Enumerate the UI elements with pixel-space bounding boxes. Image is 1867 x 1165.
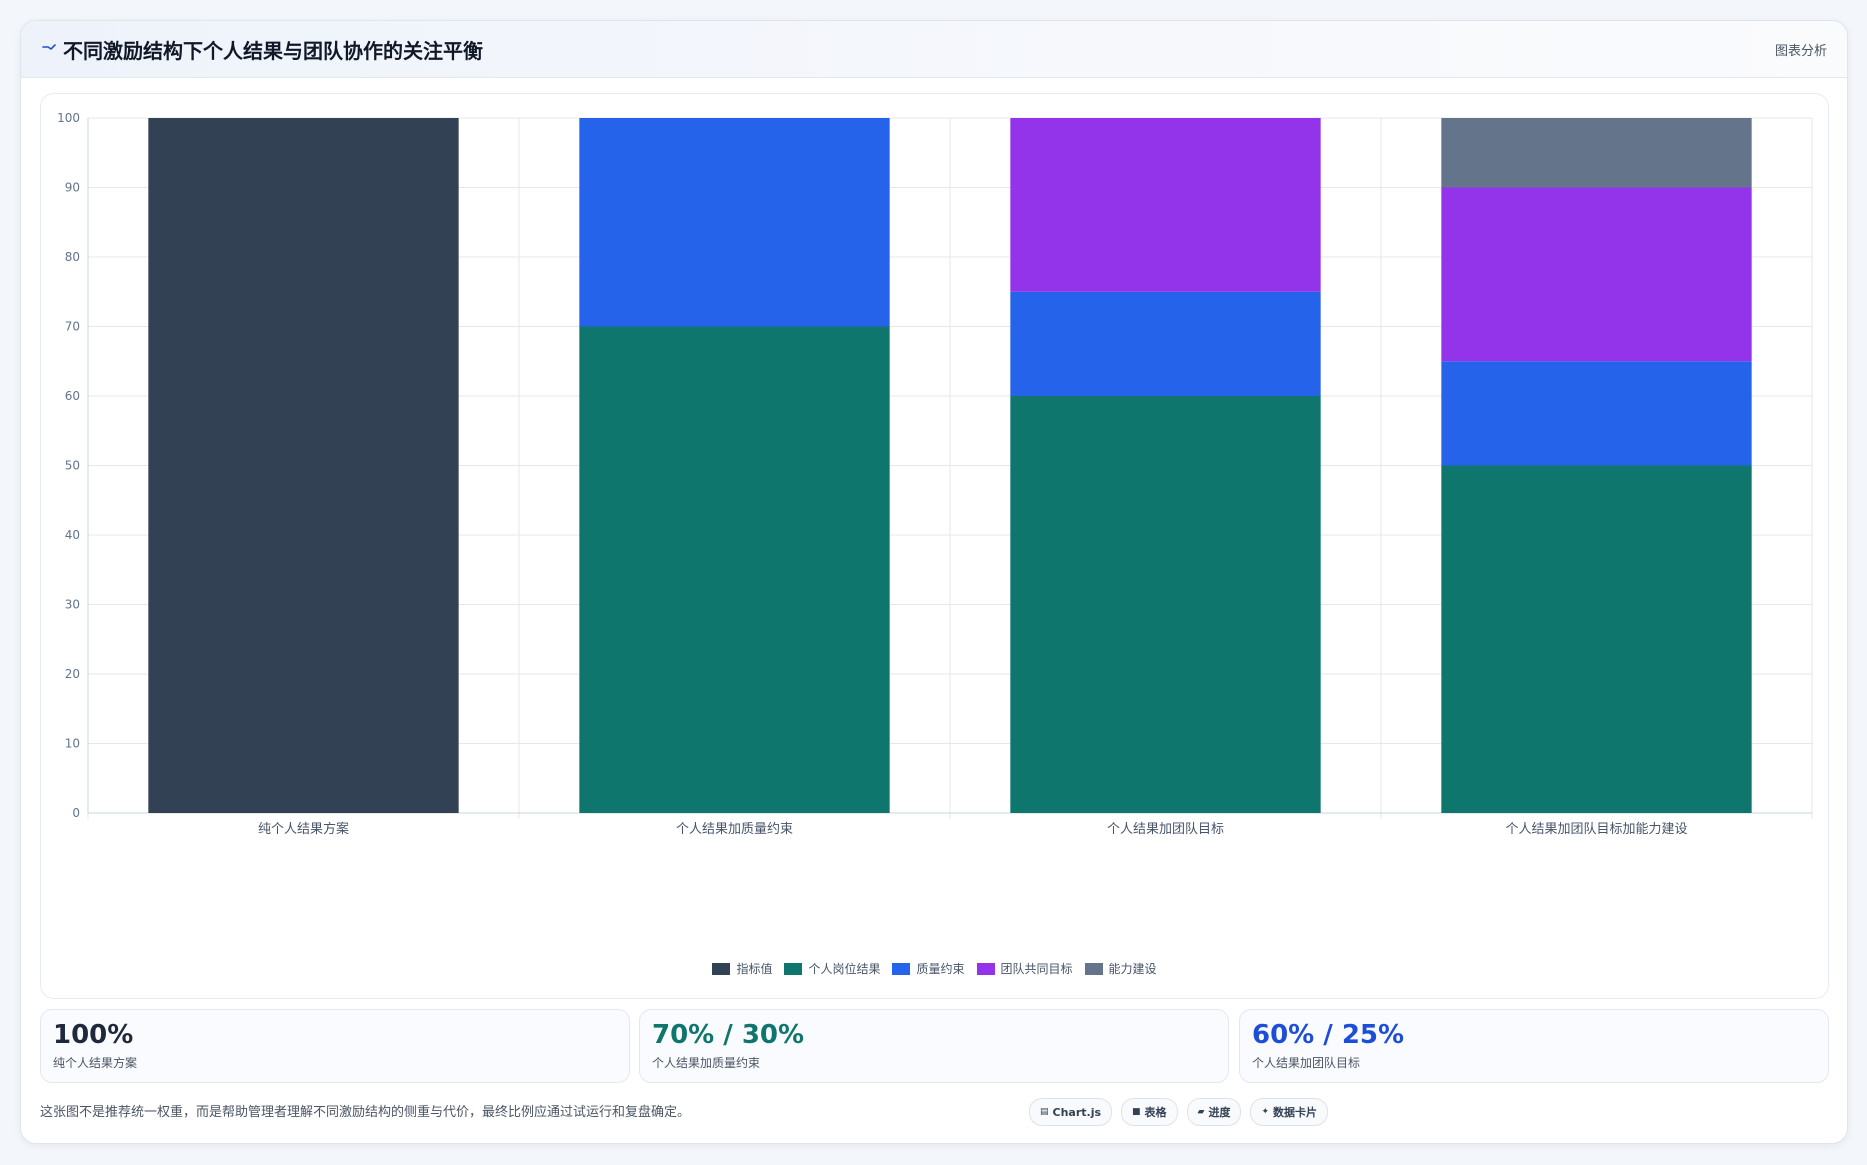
legend-label: 指标值	[736, 962, 773, 976]
chip-chartjs[interactable]: ▤ Chart.js	[1029, 1098, 1113, 1126]
legend-label: 个人岗位结果	[808, 962, 881, 976]
y-tick-label: 0	[72, 806, 80, 820]
chart-card: 不同激励结构下个人结果与团队协作的关注平衡 图表分析 0 10 20 30 40 50 60…	[20, 20, 1848, 1144]
legend-swatch	[976, 962, 995, 975]
table-icon: ■	[1132, 1107, 1141, 1117]
bar-segment	[1441, 361, 1752, 466]
y-tick-label: 10	[65, 737, 80, 751]
legend-swatch	[784, 962, 803, 975]
x-tick-label: 个人结果加团队目标加能力建设	[1505, 822, 1687, 837]
stat-card-team-goal: 60% / 25% 个人结果加团队目标	[1239, 1009, 1829, 1083]
legend-swatch	[892, 962, 911, 975]
chip-label: Chart.js	[1052, 1105, 1102, 1119]
y-tick-label: 50	[65, 459, 80, 473]
bar-segment	[1441, 187, 1752, 362]
bar-segment	[579, 118, 890, 327]
bar-segment	[1010, 118, 1321, 292]
tool-chips: ▤ Chart.js ■ 表格 ▰ 进度 ✦ 数据卡片	[1029, 1098, 1329, 1126]
stat-label: 个人结果加质量约束	[652, 1056, 761, 1070]
chip-label: 表格	[1144, 1106, 1167, 1119]
chip-label: 进度	[1208, 1106, 1231, 1119]
legend-swatch	[1084, 962, 1103, 975]
legend-item[interactable]: 指标值	[712, 960, 772, 977]
trend-line-icon	[42, 44, 56, 51]
legend-item[interactable]: 个人岗位结果	[784, 960, 880, 977]
y-tick-label: 30	[65, 598, 80, 612]
legend-item[interactable]: 团队共同目标	[976, 960, 1073, 977]
stat-label: 个人结果加团队目标	[1252, 1056, 1361, 1070]
stat-card-pure-individual: 100% 纯个人结果方案	[40, 1009, 630, 1083]
stat-value: 60% / 25%	[1252, 1020, 1405, 1050]
legend-item[interactable]: 能力建设	[1084, 960, 1157, 977]
card-header: 不同激励结构下个人结果与团队协作的关注平衡 图表分析	[21, 21, 1847, 78]
y-tick-label: 100	[57, 111, 80, 125]
stat-card-quality-constraint: 70% / 30% 个人结果加质量约束	[639, 1009, 1229, 1083]
stat-label: 纯个人结果方案	[53, 1056, 138, 1070]
chart-legend: 指标值 个人岗位结果 质量约束 团队共同目标 能力建设	[41, 960, 1828, 977]
stat-value: 70% / 30%	[652, 1020, 805, 1050]
y-tick-label: 80	[65, 250, 80, 264]
chart-icon: ▤	[1040, 1107, 1049, 1117]
legend-label: 团队共同目标	[1000, 962, 1073, 976]
bar-segment	[1441, 118, 1752, 188]
legend-label: 能力建设	[1108, 962, 1157, 976]
x-tick-label: 纯个人结果方案	[258, 821, 349, 837]
chip-data-card[interactable]: ✦ 数据卡片	[1250, 1098, 1329, 1126]
sparkle-icon: ✦	[1261, 1107, 1270, 1117]
legend-swatch	[712, 962, 731, 975]
x-tick-label: 个人结果加质量约束	[676, 822, 793, 837]
stacked-bar-chart: 0 10 20 30 40 50 60 70 80 90 100 纯个人结果方案 个人结果加质量约束 个人…	[57, 111, 1813, 837]
chip-progress[interactable]: ▰ 进度	[1186, 1098, 1242, 1126]
stat-value: 100%	[53, 1020, 134, 1050]
y-tick-label: 40	[65, 528, 80, 542]
y-tick-label: 60	[65, 389, 80, 403]
progress-icon: ▰	[1197, 1107, 1205, 1117]
bar-segment	[1010, 291, 1321, 396]
chart-analysis-link[interactable]: 图表分析	[1774, 44, 1827, 59]
y-tick-label: 90	[65, 181, 80, 195]
chart-panel: 0 10 20 30 40 50 60 70 80 90 100 纯个人结果方案 个人结果加质量约束 个人…	[40, 93, 1829, 999]
bar-segment	[579, 326, 890, 813]
bar-segment	[1441, 465, 1752, 813]
chart-title: 不同激励结构下个人结果与团队协作的关注平衡	[63, 39, 483, 63]
legend-item[interactable]: 质量约束	[892, 960, 965, 977]
bar-segment	[1010, 396, 1321, 813]
y-tick-label: 20	[65, 667, 80, 681]
bar-segment	[148, 118, 459, 813]
legend-label: 质量约束	[916, 962, 965, 976]
footnote: 这张图不是推荐统一权重，而是帮助管理者理解不同激励结构的侧重与代价，最终比例应通…	[40, 1105, 691, 1120]
y-tick-label: 70	[65, 320, 80, 334]
chip-table[interactable]: ■ 表格	[1121, 1098, 1178, 1126]
x-tick-label: 个人结果加团队目标	[1107, 822, 1224, 837]
chip-label: 数据卡片	[1273, 1106, 1318, 1119]
